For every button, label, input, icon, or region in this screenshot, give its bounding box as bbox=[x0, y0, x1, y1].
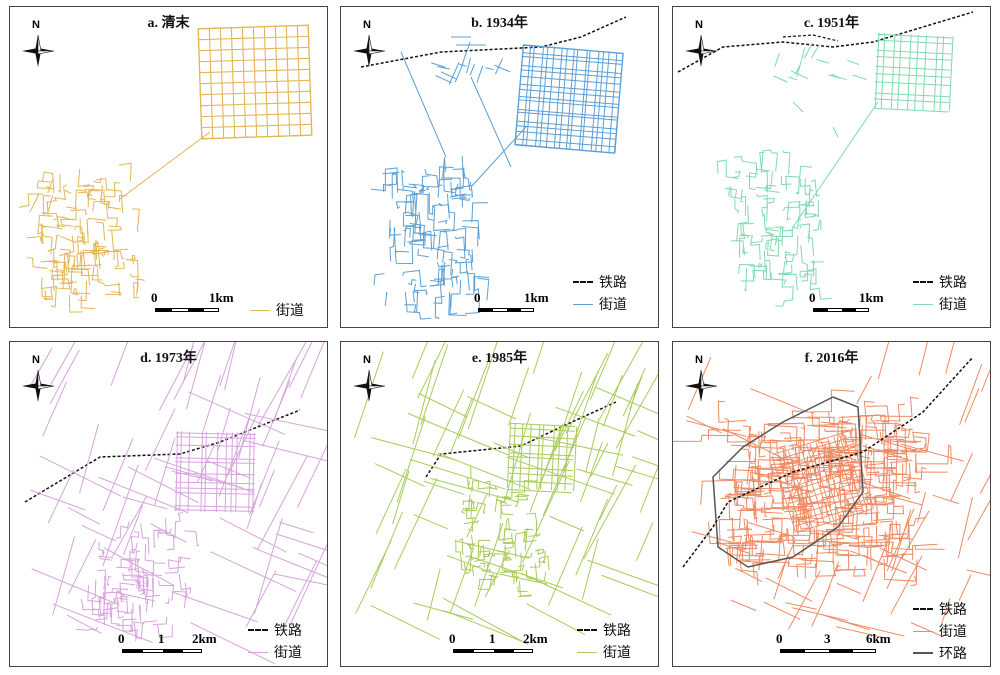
legend-label: 街道 bbox=[599, 297, 627, 313]
street-network-map bbox=[677, 11, 974, 307]
legend-item: 铁路 bbox=[913, 271, 967, 293]
legend-item: 街道 bbox=[573, 293, 627, 315]
panel-title: c. 1951年 bbox=[803, 16, 860, 31]
scale-label: 0 bbox=[449, 631, 456, 646]
north-arrow-icon: N bbox=[351, 19, 387, 71]
scale-label: 6km bbox=[866, 631, 891, 646]
street-network-map bbox=[353, 342, 658, 646]
legend-item: 铁路 bbox=[913, 598, 967, 620]
rail-swatch-icon bbox=[573, 281, 593, 283]
map-panel-1985: e. 1985年 N 0 1 2km 铁路街道 bbox=[340, 341, 659, 667]
scale-label: 3 bbox=[824, 631, 831, 646]
legend-label: 街道 bbox=[276, 303, 304, 319]
legend-item: 街道 bbox=[250, 299, 304, 321]
scale-label: 1 bbox=[158, 631, 165, 646]
legend-label: 铁路 bbox=[274, 623, 302, 639]
panel-title: a. 清末 bbox=[147, 16, 190, 31]
map-panel-1973: d. 1973年 N 0 1 2km 铁路街道 bbox=[9, 341, 328, 667]
legend-item: 街道 bbox=[913, 620, 967, 642]
panel-title: f. 2016年 bbox=[804, 351, 859, 366]
scale-label: 0 bbox=[474, 290, 481, 305]
scale-bar: 0 1km bbox=[809, 290, 884, 312]
scale-bar: 0 1km bbox=[151, 290, 234, 312]
legend-item: 街道 bbox=[248, 641, 302, 663]
legend-label: 街道 bbox=[603, 645, 631, 661]
scale-bar: 0 1 2km bbox=[449, 631, 548, 653]
map-legend: 铁路 街道 bbox=[577, 619, 631, 663]
scale-label: 0 bbox=[151, 290, 158, 305]
scale-label: 1 bbox=[489, 631, 496, 646]
ring-swatch-icon bbox=[913, 652, 933, 654]
map-panel-1951: c. 1951年 N 0 1km 铁路街道 bbox=[672, 6, 991, 328]
rail-swatch-icon bbox=[913, 608, 933, 610]
north-arrow-icon: N bbox=[20, 19, 56, 71]
legend-item: 环路 bbox=[913, 642, 967, 664]
legend-item: 街道 bbox=[913, 293, 967, 315]
north-arrow-icon: N bbox=[683, 354, 719, 406]
map-legend: 铁路 街道 bbox=[573, 271, 627, 315]
street-network-map bbox=[19, 24, 313, 313]
legend-label: 环路 bbox=[939, 646, 967, 662]
north-arrow-icon: N bbox=[20, 354, 56, 406]
scale-label: 0 bbox=[809, 290, 816, 305]
street-network-map bbox=[24, 342, 327, 665]
map-panel-qing: a. 清末 N 0 1km 街道 bbox=[9, 6, 328, 328]
rail-swatch-icon bbox=[248, 629, 268, 631]
map-panel-1934: b. 1934年 N 0 1km 铁路街道 bbox=[340, 6, 659, 328]
scale-label: 2km bbox=[523, 631, 548, 646]
scale-label: 1km bbox=[209, 290, 234, 305]
legend-item: 铁路 bbox=[248, 619, 302, 641]
panel-title: b. 1934年 bbox=[471, 16, 528, 31]
street-network-map bbox=[360, 16, 627, 320]
legend-label: 铁路 bbox=[939, 602, 967, 618]
scale-label: 1km bbox=[524, 290, 549, 305]
legend-label: 街道 bbox=[939, 297, 967, 313]
street-swatch-icon bbox=[250, 309, 270, 311]
north-arrow-icon: N bbox=[351, 354, 387, 406]
street-swatch-icon bbox=[913, 303, 933, 305]
street-swatch-icon bbox=[913, 630, 933, 632]
north-arrow-icon: N bbox=[683, 19, 719, 71]
legend-item: 铁路 bbox=[577, 619, 631, 641]
legend-item: 街道 bbox=[577, 641, 631, 663]
street-swatch-icon bbox=[573, 303, 593, 305]
scale-bar: 0 1 2km bbox=[118, 631, 217, 653]
scale-label: 2km bbox=[192, 631, 217, 646]
legend-label: 铁路 bbox=[939, 275, 967, 291]
rail-swatch-icon bbox=[913, 281, 933, 283]
scale-label: 1km bbox=[859, 290, 884, 305]
legend-label: 街道 bbox=[939, 624, 967, 640]
scale-label: 0 bbox=[118, 631, 125, 646]
street-network-map bbox=[673, 342, 990, 639]
map-legend: 铁路 街道 环路 bbox=[913, 598, 967, 664]
street-swatch-icon bbox=[248, 651, 268, 653]
scale-bar: 0 3 6km bbox=[776, 631, 891, 653]
scale-bar: 0 1km bbox=[474, 290, 549, 312]
legend-label: 铁路 bbox=[603, 623, 631, 639]
scale-label: 0 bbox=[776, 631, 783, 646]
legend-item: 铁路 bbox=[573, 271, 627, 293]
panel-title: e. 1985年 bbox=[471, 351, 528, 366]
map-panel-2016: f. 2016年 N 0 3 6km 铁路街道环路 bbox=[672, 341, 991, 667]
legend-label: 铁路 bbox=[599, 275, 627, 291]
street-swatch-icon bbox=[577, 651, 597, 653]
rail-swatch-icon bbox=[577, 629, 597, 631]
map-legend: 街道 bbox=[250, 299, 304, 321]
legend-label: 街道 bbox=[274, 645, 302, 661]
map-legend: 铁路 街道 bbox=[248, 619, 302, 663]
panel-title: d. 1973年 bbox=[140, 351, 197, 366]
map-legend: 铁路 街道 bbox=[913, 271, 967, 315]
